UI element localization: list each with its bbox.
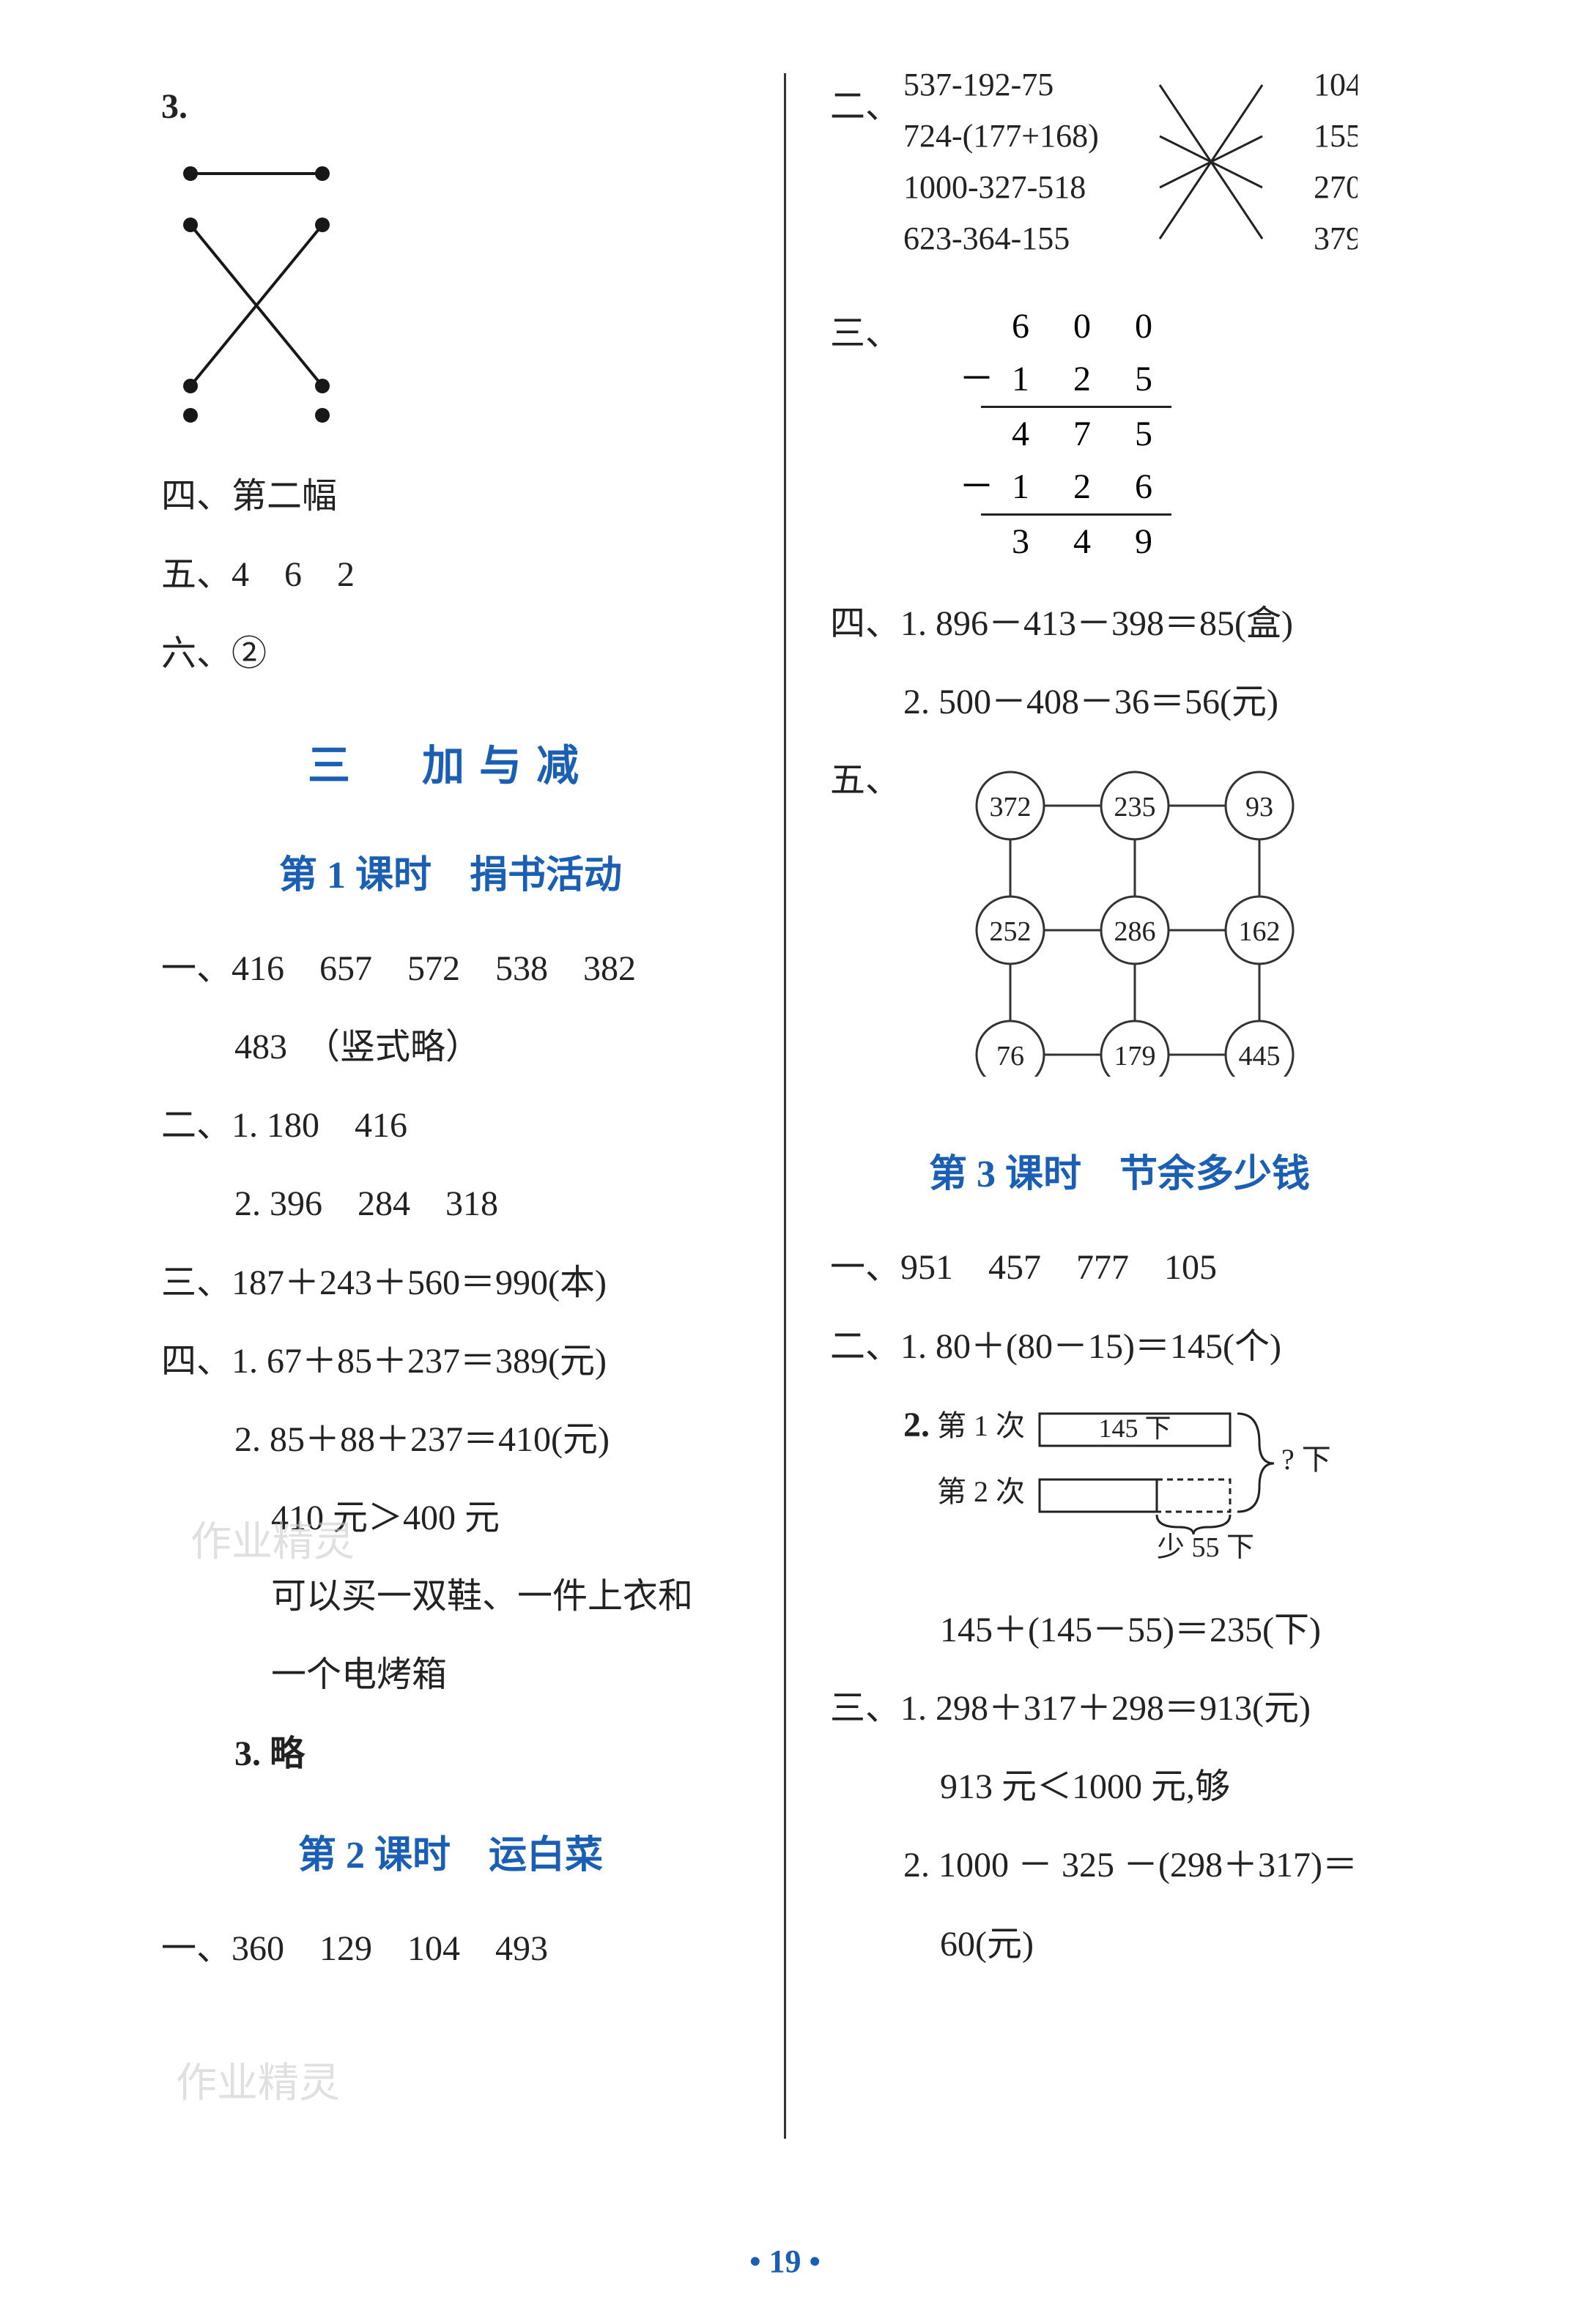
chapter-heading: 三 加与减 [161, 731, 740, 792]
lesson2-heading: 第 2 课时 运白菜 [161, 1824, 740, 1879]
svg-text:235: 235 [1114, 792, 1156, 823]
left-column: 3. 四、第二幅 五、4 6 2 六、② 三 加与减 第 1 课时 捐书活动 一… [161, 73, 777, 2139]
q4-2: 2. 500－408－36＝56(元) [830, 669, 1409, 735]
l3-q1: 一、951 457 777 105 [830, 1234, 1409, 1301]
watermark-1: 作业精灵 [190, 1509, 355, 1568]
svg-text:270: 270 [1314, 169, 1358, 205]
dot-cross-diagram [176, 159, 352, 430]
svg-text:379: 379 [1314, 220, 1358, 256]
l1-q3: 三、187＋243＋560＝990(本) [161, 1250, 740, 1316]
l1-q2-2: 2. 396 284 318 [161, 1170, 740, 1237]
svg-text:623-364-155: 623-364-155 [903, 220, 1070, 256]
l1-q1: 一、416 657 572 538 382 [161, 935, 740, 1002]
svg-text:第 1 次: 第 1 次 [937, 1409, 1025, 1442]
vcalc-r1: －1 2 5 [959, 353, 1171, 406]
svg-text:第 2 次: 第 2 次 [937, 1475, 1025, 1508]
l3-q2-2-calc: 145＋(145－55)＝235(下) [830, 1597, 1409, 1663]
vertical-calculation: 6 0 0 －1 2 5 4 7 5 －1 2 6 3 4 9 [959, 300, 1171, 568]
l1-q1b: 483 （竖式略） [161, 1014, 740, 1080]
l3-q3-2b: 60(元) [830, 1911, 1409, 1978]
vcalc-r0: 6 0 0 [959, 300, 1171, 353]
right-column: 二、 537-192-75 724-(177+168) 1000-327-518 62… [793, 73, 1409, 2139]
l1-q4-2: 2. 85＋88＋237＝410(元) [161, 1406, 740, 1473]
q2-label: 二、 [830, 73, 900, 140]
q5-label-r: 五、 [830, 747, 900, 814]
svg-text:1000-327-518: 1000-327-518 [903, 169, 1086, 205]
l1-q4-1: 四、1. 67＋85＋237＝389(元) [161, 1328, 740, 1395]
q4-1: 四、1. 896－413－398＝85(盒) [830, 590, 1409, 657]
q3-label-r: 三、 [830, 300, 900, 367]
svg-text:445: 445 [1239, 1041, 1281, 1072]
l3-q3-1: 三、1. 298＋317＋298＝913(元) [830, 1675, 1409, 1742]
l3-q2-1: 二、1. 80＋(80－15)＝145(个) [830, 1313, 1409, 1380]
l3-q3-2: 2. 1000 － 325 －(298＋317)＝ [830, 1832, 1409, 1898]
magic-square: 372 235 93 252 286 162 76 179 445 [959, 762, 1311, 1077]
q4: 四、第二幅 [161, 463, 740, 530]
svg-text:104: 104 [1314, 73, 1358, 103]
q6: 六、② [161, 620, 740, 687]
l1-q2-1: 二、1. 180 416 [161, 1092, 740, 1159]
lesson3-heading: 第 3 课时 节余多少钱 [830, 1143, 1409, 1198]
svg-text:724-(177+168): 724-(177+168) [903, 118, 1099, 154]
vcalc-r4: 3 4 9 [959, 516, 1171, 568]
vcalc-r3: －1 2 6 [959, 461, 1171, 513]
matching-svg: 537-192-75 724-(177+168) 1000-327-518 623-3… [903, 73, 1358, 278]
svg-text:? 下: ? 下 [1281, 1443, 1331, 1476]
l3-q2-2-label: 2. [830, 1392, 930, 1458]
svg-text:372: 372 [990, 792, 1032, 823]
page-number: • 19 • [0, 2243, 1570, 2280]
l1-q4-2c: 可以买一双鞋、一件上衣和 [161, 1563, 740, 1630]
column-divider [784, 73, 786, 2139]
svg-text:179: 179 [1114, 1041, 1156, 1072]
svg-text:145 下: 145 下 [1098, 1414, 1171, 1443]
svg-text:少 55 下: 少 55 下 [1157, 1532, 1254, 1563]
svg-text:93: 93 [1245, 792, 1273, 823]
lesson1-heading: 第 1 课时 捐书活动 [161, 844, 740, 899]
l3-q3-1b: 913 元＜1000 元,够 [830, 1753, 1409, 1820]
svg-text:537-192-75: 537-192-75 [903, 73, 1054, 103]
l1-q4-3: 3. 略 [161, 1720, 740, 1787]
q5: 五、4 6 2 [161, 541, 740, 608]
svg-text:76: 76 [996, 1041, 1024, 1072]
bar-diagram: 第 1 次 145 下第 2 次 ? 下少 55 下 [937, 1399, 1333, 1575]
l2-q1: 一、360 129 104 493 [161, 1915, 740, 1982]
svg-text:155: 155 [1314, 118, 1358, 154]
vcalc-r2: 4 7 5 [959, 408, 1171, 461]
l1-q4-2d: 一个电烤箱 [161, 1641, 740, 1708]
svg-text:252: 252 [990, 916, 1032, 947]
q3-label: 3. [161, 73, 740, 140]
page-number-value: 19 [769, 2243, 801, 2279]
svg-text:162: 162 [1239, 916, 1281, 947]
matching-exercise: 二、 537-192-75 724-(177+168) 1000-327-518 62… [830, 73, 1409, 278]
watermark-2: 作业精灵 [176, 2050, 340, 2109]
svg-text:286: 286 [1114, 916, 1156, 947]
